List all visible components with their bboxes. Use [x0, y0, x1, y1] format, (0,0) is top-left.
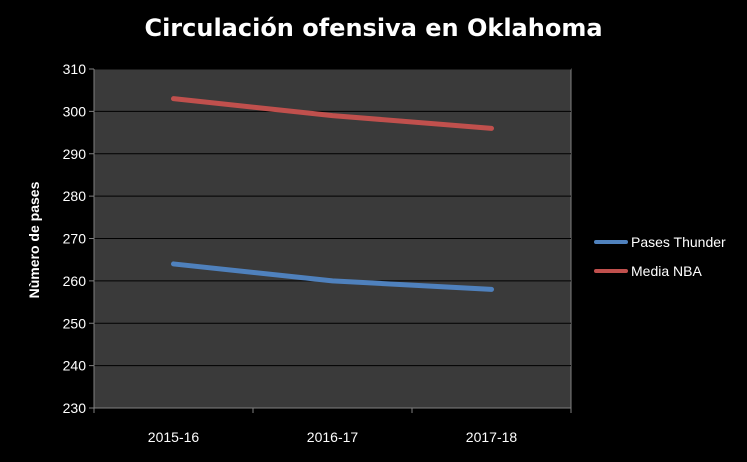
- x-tick-label: 2015-16: [148, 429, 200, 445]
- y-tick-label: 240: [63, 358, 87, 374]
- axes: 230 240 250 260 270 280 290 300 310 2015-16 2016-1…: [63, 61, 572, 445]
- y-tick-label: 300: [63, 103, 87, 119]
- legend-label: Media NBA: [631, 263, 702, 279]
- series: [171, 96, 494, 292]
- series-line-media-nba: [171, 96, 494, 131]
- y-tick-label: 280: [63, 188, 87, 204]
- gridlines: [94, 68, 571, 409]
- legend-label: Pases Thunder: [631, 234, 726, 250]
- y-tick-label: 260: [63, 273, 87, 289]
- chart-title: Circulación ofensiva en Oklahoma: [144, 14, 603, 42]
- series-line-pases-thunder: [171, 261, 494, 292]
- x-tick-label: 2017-18: [466, 429, 518, 445]
- y-tick-label: 290: [63, 146, 87, 162]
- legend: Pases Thunder Media NBA: [594, 234, 726, 279]
- x-tick-label: 2016-17: [307, 429, 359, 445]
- y-tick-label: 310: [63, 61, 87, 77]
- y-tick-label: 230: [63, 400, 87, 416]
- y-tick-label: 250: [63, 315, 87, 331]
- y-tick-label: 270: [63, 231, 87, 247]
